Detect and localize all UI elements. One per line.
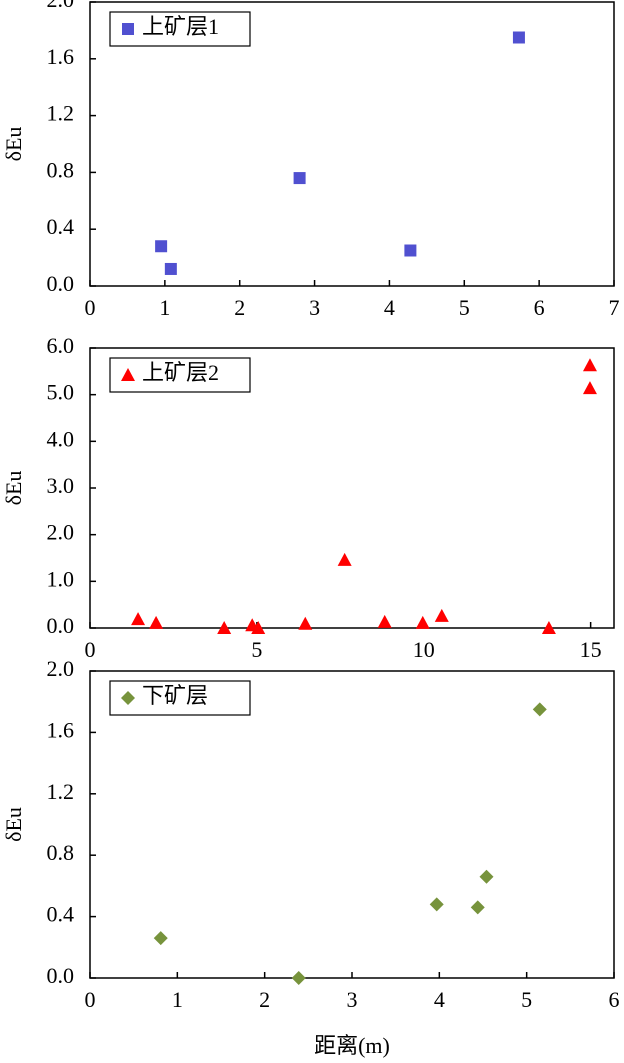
y-tick-label: 2.0 (47, 0, 75, 12)
data-point (532, 702, 547, 717)
x-tick-label: 6 (534, 295, 545, 320)
data-point (429, 897, 444, 912)
y-tick-label: 1.2 (47, 101, 75, 126)
data-point (512, 31, 525, 44)
x-tick-label: 10 (413, 637, 435, 662)
y-tick-label: 0.4 (47, 214, 75, 239)
y-tick-label: 1.6 (47, 717, 75, 742)
x-tick-label: 2 (234, 295, 245, 320)
plot-frame (89, 670, 615, 979)
data-point (479, 869, 494, 884)
data-point (404, 244, 417, 257)
x-tick-label: 1 (159, 295, 170, 320)
legend-label: 上矿层2 (142, 360, 219, 385)
x-tick-label: 5 (251, 637, 262, 662)
x-axis-label: 距离(m) (314, 1033, 390, 1058)
data-point (164, 262, 177, 275)
y-tick-label: 1.6 (47, 44, 75, 69)
x-tick-label: 4 (384, 295, 395, 320)
x-tick-label: 0 (85, 295, 96, 320)
data-point (470, 900, 485, 915)
legend-label: 下矿层 (142, 683, 208, 708)
data-point (217, 621, 232, 634)
legend-marker (122, 23, 134, 35)
y-tick-label: 0.8 (47, 840, 75, 865)
data-point (251, 621, 266, 634)
x-tick-label: 3 (347, 987, 358, 1012)
x-tick-label: 5 (459, 295, 470, 320)
y-tick-label: 4.0 (47, 426, 75, 451)
y-tick-label: 0.0 (47, 613, 75, 638)
data-point (377, 614, 392, 628)
legend-label: 上矿层1 (142, 14, 219, 39)
y-tick-label: 1.0 (47, 566, 75, 591)
y-axis-label: δEu (1, 471, 26, 506)
legend-box (109, 357, 251, 393)
data-point (291, 971, 306, 985)
legend-marker (121, 368, 135, 381)
data-point (541, 621, 556, 634)
data-point (153, 931, 168, 946)
y-tick-label: 5.0 (47, 380, 75, 405)
y-tick-label: 1.2 (47, 779, 75, 804)
x-tick-label: 7 (609, 295, 620, 320)
y-tick-label: 0.0 (47, 271, 75, 296)
x-tick-label: 1 (172, 987, 183, 1012)
data-point (582, 381, 597, 395)
data-point (131, 612, 146, 626)
data-point (155, 240, 168, 253)
data-point (582, 358, 597, 372)
y-tick-label: 2.0 (47, 656, 75, 681)
data-point (337, 552, 352, 566)
y-axis-label: δEu (1, 127, 26, 162)
y-axis-label: δEu (1, 807, 26, 842)
y-tick-label: 3.0 (47, 473, 75, 498)
x-tick-label: 3 (309, 295, 320, 320)
y-tick-label: 0.8 (47, 157, 75, 182)
x-tick-label: 6 (609, 987, 620, 1012)
data-point (293, 172, 306, 185)
y-tick-label: 6.0 (47, 333, 75, 358)
y-tick-label: 2.0 (47, 520, 75, 545)
data-point (298, 616, 313, 630)
x-tick-label: 4 (434, 987, 445, 1012)
plot-frame (89, 1, 615, 287)
x-tick-label: 15 (580, 637, 602, 662)
data-point (415, 615, 430, 629)
x-tick-label: 0 (85, 987, 96, 1012)
data-point (149, 615, 164, 629)
data-point (434, 608, 449, 622)
legend-marker (121, 691, 135, 705)
x-tick-label: 5 (521, 987, 532, 1012)
x-tick-label: 0 (85, 637, 96, 662)
x-tick-label: 2 (259, 987, 270, 1012)
y-tick-label: 0.4 (47, 902, 75, 927)
y-tick-label: 0.0 (47, 963, 75, 988)
